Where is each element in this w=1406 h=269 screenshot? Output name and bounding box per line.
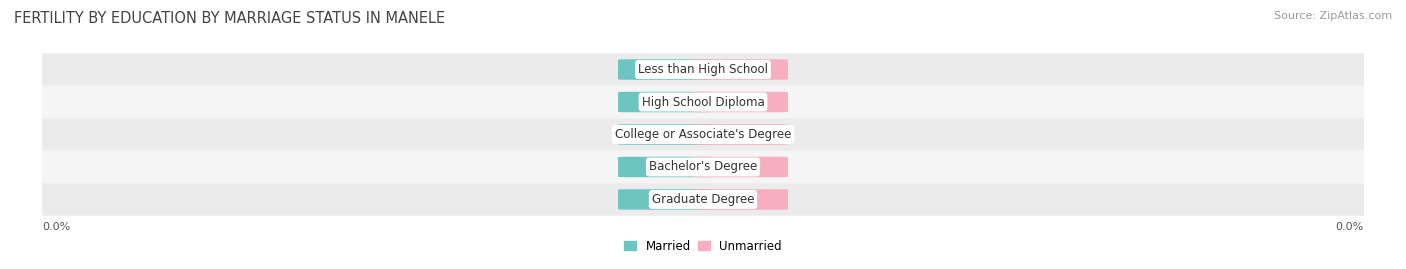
Text: 0.0%: 0.0% bbox=[650, 65, 681, 75]
Text: 0.0%: 0.0% bbox=[42, 222, 70, 232]
Text: 0.0%: 0.0% bbox=[725, 65, 756, 75]
FancyBboxPatch shape bbox=[24, 86, 1382, 118]
FancyBboxPatch shape bbox=[24, 183, 1382, 216]
FancyBboxPatch shape bbox=[619, 157, 713, 177]
Text: Graduate Degree: Graduate Degree bbox=[652, 193, 754, 206]
Text: 0.0%: 0.0% bbox=[725, 129, 756, 140]
Text: Bachelor's Degree: Bachelor's Degree bbox=[650, 161, 756, 174]
Text: 0.0%: 0.0% bbox=[725, 194, 756, 204]
Text: Less than High School: Less than High School bbox=[638, 63, 768, 76]
FancyBboxPatch shape bbox=[24, 53, 1382, 86]
Text: High School Diploma: High School Diploma bbox=[641, 95, 765, 108]
FancyBboxPatch shape bbox=[619, 92, 713, 112]
FancyBboxPatch shape bbox=[24, 118, 1382, 151]
Text: 0.0%: 0.0% bbox=[1336, 222, 1364, 232]
Text: Source: ZipAtlas.com: Source: ZipAtlas.com bbox=[1274, 11, 1392, 21]
FancyBboxPatch shape bbox=[619, 189, 713, 210]
FancyBboxPatch shape bbox=[693, 157, 787, 177]
Legend: Married, Unmarried: Married, Unmarried bbox=[624, 240, 782, 253]
Text: 0.0%: 0.0% bbox=[725, 97, 756, 107]
FancyBboxPatch shape bbox=[619, 124, 713, 145]
FancyBboxPatch shape bbox=[693, 124, 787, 145]
Text: FERTILITY BY EDUCATION BY MARRIAGE STATUS IN MANELE: FERTILITY BY EDUCATION BY MARRIAGE STATU… bbox=[14, 11, 446, 26]
FancyBboxPatch shape bbox=[693, 59, 787, 80]
FancyBboxPatch shape bbox=[693, 189, 787, 210]
Text: College or Associate's Degree: College or Associate's Degree bbox=[614, 128, 792, 141]
Text: 0.0%: 0.0% bbox=[650, 194, 681, 204]
Text: 0.0%: 0.0% bbox=[650, 162, 681, 172]
Text: 0.0%: 0.0% bbox=[650, 129, 681, 140]
Text: 0.0%: 0.0% bbox=[725, 162, 756, 172]
Text: 0.0%: 0.0% bbox=[650, 97, 681, 107]
FancyBboxPatch shape bbox=[693, 92, 787, 112]
FancyBboxPatch shape bbox=[24, 151, 1382, 183]
FancyBboxPatch shape bbox=[619, 59, 713, 80]
